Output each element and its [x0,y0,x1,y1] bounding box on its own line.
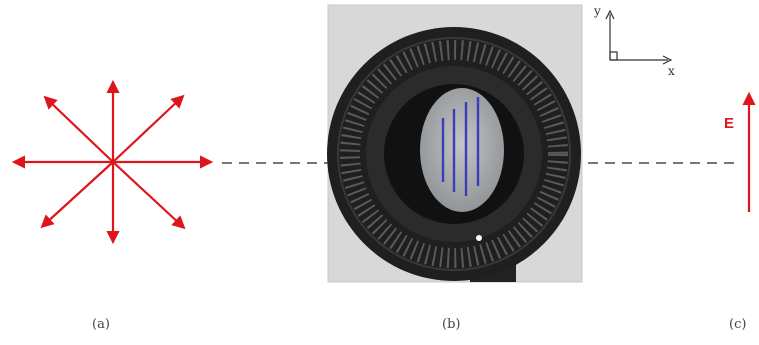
transmission-axis-lines [441,97,480,196]
axis-x-label: x [668,64,675,78]
caption-a: (a) [92,317,110,332]
filter-lens [420,88,504,212]
caption-c: (c) [729,317,747,332]
arrow-down-right [112,161,186,230]
caption-b: (b) [442,317,461,332]
degree-scale-ring [340,40,568,268]
axis-y-label: y [594,4,601,18]
marker-dot [476,235,482,241]
arrow-up-left [43,95,114,163]
electric-field-label: E [724,115,735,132]
axes-indicator [605,9,673,65]
arrow-down-left [40,161,114,229]
arrow-up-right [112,94,185,163]
radial-arrows-icon [11,79,214,245]
polarizer-photo [327,4,673,283]
